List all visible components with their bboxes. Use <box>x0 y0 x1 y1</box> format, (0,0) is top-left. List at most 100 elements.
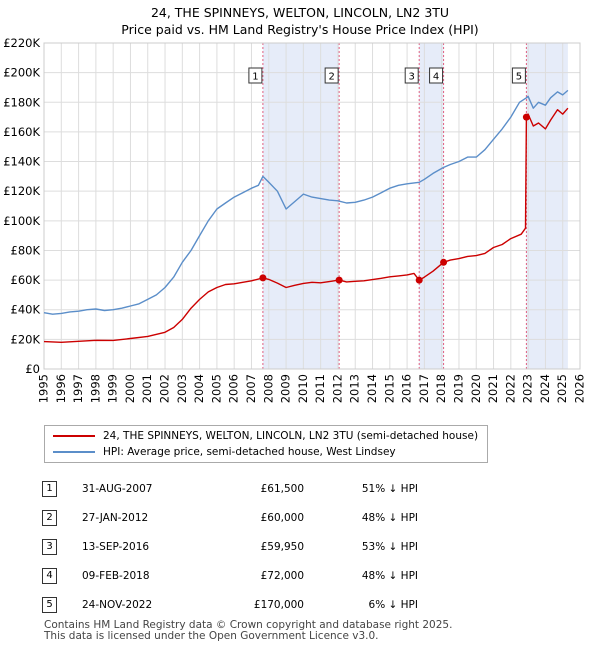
table-row: 5 24-NOV-2022 £170,000 6% ↓ HPI <box>42 590 418 619</box>
x-tick-label: 2012 <box>330 374 344 403</box>
legend-swatch-property <box>53 435 95 437</box>
x-tick-label: 2015 <box>382 374 396 403</box>
sale-date: 24-NOV-2022 <box>82 598 153 611</box>
sales-table: 1 31-AUG-2007 £61,500 51% ↓ HPI 2 27-JAN… <box>42 474 418 619</box>
y-tick-label: £20K <box>11 332 41 346</box>
shaded-period <box>526 43 568 369</box>
sale-date: 09-FEB-2018 <box>82 569 150 582</box>
footer-license: This data is licensed under the Open Gov… <box>44 630 379 642</box>
x-tick-label: 2022 <box>503 374 517 403</box>
chart-legend: 24, THE SPINNEYS, WELTON, LINCOLN, LN2 3… <box>44 425 488 463</box>
x-tick-label: 2005 <box>209 374 223 403</box>
plot-frame <box>43 42 581 370</box>
x-tick-label: 2016 <box>400 374 414 403</box>
x-tick-label: 2004 <box>192 374 206 403</box>
table-row: 4 09-FEB-2018 £72,000 48% ↓ HPI <box>42 561 418 590</box>
y-tick-label: £100K <box>3 214 40 228</box>
sale-number-badge: 5 <box>42 596 57 613</box>
x-tick-label: 1995 <box>37 374 51 403</box>
x-tick-label: 2009 <box>279 374 293 403</box>
sale-point <box>522 113 530 121</box>
sale-price: £170,000 <box>253 598 304 611</box>
sale-hpi-diff: 48% ↓ HPI <box>361 511 418 524</box>
x-tick-label: 2017 <box>417 374 431 403</box>
x-tick-label: 2006 <box>227 374 241 403</box>
sale-date: 13-SEP-2016 <box>82 540 150 553</box>
y-tick-label: £180K <box>3 95 40 109</box>
sale-price: £59,950 <box>260 540 304 553</box>
x-tick-label: 2008 <box>261 374 275 403</box>
table-row: 2 27-JAN-2012 £60,000 48% ↓ HPI <box>42 503 418 532</box>
y-tick-label: £140K <box>3 155 40 169</box>
y-tick-label: £60K <box>11 273 41 287</box>
sale-number-badge: 3 <box>42 538 57 555</box>
sale-number-box <box>248 67 263 84</box>
sale-number-box <box>404 67 419 84</box>
sale-number-label: 5 <box>516 72 522 83</box>
y-tick-label: £120K <box>3 184 40 198</box>
sale-hpi-diff: 51% ↓ HPI <box>361 482 418 495</box>
x-tick-label: 2018 <box>434 374 448 403</box>
sale-number-badge: 4 <box>42 567 57 584</box>
shaded-period <box>419 43 444 369</box>
footer-notice: Contains HM Land Registry data © Crown c… <box>44 620 452 642</box>
x-tick-label: 2020 <box>469 374 483 403</box>
x-tick-label: 2021 <box>486 374 500 403</box>
sale-number-label: 3 <box>409 72 415 83</box>
sale-number-label: 1 <box>252 72 258 83</box>
sale-point <box>415 276 423 284</box>
x-tick-label: 2001 <box>140 374 154 403</box>
x-tick-label: 2023 <box>521 374 535 403</box>
table-row: 1 31-AUG-2007 £61,500 51% ↓ HPI <box>42 474 418 503</box>
sale-price: £72,000 <box>260 569 304 582</box>
sale-point <box>335 276 343 284</box>
legend-label-property: 24, THE SPINNEYS, WELTON, LINCOLN, LN2 3… <box>103 430 479 442</box>
chart-title: 24, THE SPINNEYS, WELTON, LINCOLN, LN2 3… <box>150 5 450 20</box>
x-tick-label: 2003 <box>175 374 189 403</box>
sale-hpi-diff: 53% ↓ HPI <box>361 540 418 553</box>
sale-hpi-diff: 48% ↓ HPI <box>361 569 418 582</box>
y-tick-label: £200K <box>3 66 40 80</box>
x-tick-label: 2010 <box>296 374 310 403</box>
shaded-period <box>262 43 340 369</box>
sale-number-badge: 1 <box>42 480 57 497</box>
sale-price: £61,500 <box>260 482 304 495</box>
sale-number-badge: 2 <box>42 509 57 526</box>
sale-number-label: 4 <box>433 72 439 83</box>
sale-point <box>440 258 448 266</box>
x-tick-label: 2024 <box>538 374 552 403</box>
x-tick-label: 2026 <box>573 374 587 403</box>
x-tick-label: 1999 <box>106 374 120 403</box>
hpi-line <box>43 89 569 315</box>
x-tick-label: 2011 <box>313 374 327 403</box>
y-tick-label: £40K <box>11 303 41 317</box>
legend-item-property: 24, THE SPINNEYS, WELTON, LINCOLN, LN2 3… <box>53 428 478 444</box>
footer-copyright: Contains HM Land Registry data © Crown c… <box>44 619 453 631</box>
sale-point <box>259 274 267 282</box>
y-tick-label: £80K <box>11 243 41 257</box>
x-tick-label: 1998 <box>88 374 102 403</box>
x-tick-label: 2019 <box>451 374 465 403</box>
sale-date: 31-AUG-2007 <box>82 482 153 495</box>
legend-swatch-hpi <box>53 451 95 453</box>
table-row: 3 13-SEP-2016 £59,950 53% ↓ HPI <box>42 532 418 561</box>
sale-hpi-diff: 6% ↓ HPI <box>368 598 418 611</box>
price-chart: £0 £20K £40K £60K £80K £100K £120K £140K £160K £1… <box>3 36 587 403</box>
y-tick-label: £220K <box>3 36 40 50</box>
y-tick-label: £0 <box>25 362 40 376</box>
x-tick-label: 2007 <box>244 374 258 403</box>
legend-item-hpi: HPI: Average price, semi-detached house,… <box>53 444 396 460</box>
sale-number-box <box>429 67 444 84</box>
chart-subtitle: Price paid vs. HM Land Registry's House … <box>121 22 479 37</box>
sale-number-box <box>324 67 339 84</box>
sale-number-box <box>511 67 526 84</box>
sale-price: £60,000 <box>260 511 304 524</box>
x-tick-label: 2014 <box>365 374 379 403</box>
x-tick-label: 2000 <box>123 374 137 403</box>
x-tick-label: 2013 <box>348 374 362 403</box>
legend-label-hpi: HPI: Average price, semi-detached house,… <box>103 446 396 458</box>
x-tick-label: 1997 <box>71 374 85 403</box>
x-tick-label: 2025 <box>555 374 569 403</box>
sale-number-label: 2 <box>328 72 334 83</box>
y-tick-label: £160K <box>3 125 40 139</box>
